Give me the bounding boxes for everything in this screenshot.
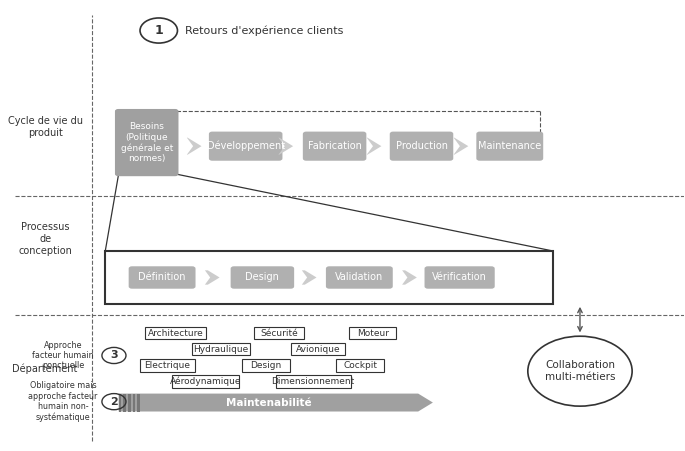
Text: Développement: Développement: [207, 141, 285, 152]
Bar: [128, 394, 131, 411]
Text: Approche
facteur humain
ponctuelle: Approche facteur humain ponctuelle: [32, 341, 94, 370]
Bar: [133, 394, 136, 411]
Text: Design: Design: [245, 272, 279, 282]
Text: Département: Département: [12, 364, 78, 374]
Text: Besoins
(Politique
générale et
normes): Besoins (Politique générale et normes): [121, 122, 173, 163]
FancyBboxPatch shape: [129, 266, 195, 289]
Text: Electrique: Electrique: [145, 361, 190, 370]
Text: Collaboration
multi-métiers: Collaboration multi-métiers: [545, 360, 615, 382]
Polygon shape: [119, 394, 433, 411]
Polygon shape: [278, 138, 293, 155]
Bar: [145, 327, 206, 339]
Text: Dimensionnement: Dimensionnement: [271, 377, 355, 386]
FancyBboxPatch shape: [209, 132, 282, 161]
Text: Validation: Validation: [335, 272, 384, 282]
Bar: [242, 359, 290, 372]
Bar: [172, 375, 239, 388]
Polygon shape: [453, 138, 469, 155]
FancyBboxPatch shape: [390, 132, 453, 161]
Text: Hydraulique: Hydraulique: [193, 345, 249, 354]
Text: Maintenabilité: Maintenabilité: [225, 397, 311, 408]
Polygon shape: [366, 138, 382, 155]
Bar: [123, 394, 126, 411]
FancyBboxPatch shape: [231, 266, 294, 289]
Bar: [291, 343, 345, 355]
Bar: [140, 359, 195, 372]
Polygon shape: [302, 270, 316, 285]
Text: Cockpit: Cockpit: [343, 361, 377, 370]
Text: Processus
de
conception: Processus de conception: [18, 222, 72, 256]
Text: Obligatoire mais
approche facteur
humain non-
systématique: Obligatoire mais approche facteur humain…: [29, 381, 98, 422]
Text: Définition: Définition: [138, 272, 186, 282]
Text: Production: Production: [395, 141, 447, 151]
Text: 2: 2: [110, 396, 118, 407]
Text: Cycle de vie du
produit: Cycle de vie du produit: [8, 116, 83, 138]
Polygon shape: [205, 270, 220, 285]
FancyBboxPatch shape: [303, 132, 366, 161]
Text: Aérodynamique: Aérodynamique: [170, 377, 241, 386]
Bar: [336, 359, 384, 372]
Polygon shape: [187, 138, 201, 155]
FancyBboxPatch shape: [326, 266, 393, 289]
Text: 1: 1: [154, 24, 163, 37]
Polygon shape: [402, 270, 417, 285]
Bar: [105, 251, 553, 304]
Bar: [119, 394, 121, 411]
Bar: [192, 343, 250, 355]
FancyBboxPatch shape: [115, 109, 179, 176]
Text: Retours d'expérience clients: Retours d'expérience clients: [186, 25, 344, 36]
Text: Design: Design: [250, 361, 282, 370]
Bar: [254, 327, 304, 339]
FancyBboxPatch shape: [425, 266, 495, 289]
Text: Avionique: Avionique: [295, 345, 340, 354]
Bar: [276, 375, 351, 388]
Text: Vérification: Vérification: [432, 272, 487, 282]
Text: Sécurité: Sécurité: [260, 329, 298, 337]
Bar: [349, 327, 396, 339]
FancyBboxPatch shape: [476, 132, 543, 161]
Bar: [138, 394, 140, 411]
Text: Moteur: Moteur: [357, 329, 388, 337]
Text: Maintenance: Maintenance: [478, 141, 541, 151]
Text: 3: 3: [110, 350, 118, 360]
Text: Architecture: Architecture: [147, 329, 203, 337]
Text: Fabrication: Fabrication: [308, 141, 362, 151]
